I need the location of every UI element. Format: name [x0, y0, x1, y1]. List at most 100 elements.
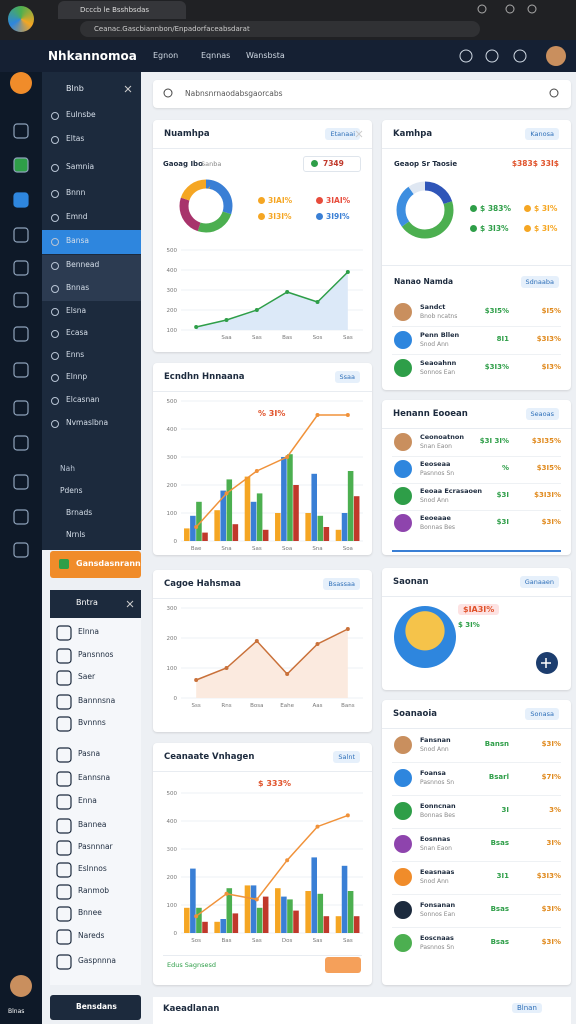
sidebar-item[interactable]: Eulnsbe — [66, 110, 96, 119]
card-badge[interactable]: Ssaa — [334, 371, 360, 383]
sidebar-item[interactable]: Samnia — [66, 162, 95, 171]
panel-item[interactable]: Bnnee — [78, 908, 102, 917]
card-badge[interactable]: Sdnaaba — [520, 276, 559, 288]
sidebar-subitem[interactable]: Brnads — [66, 508, 93, 517]
row-name[interactable]: Eeoaa Ecrasaoen — [420, 487, 482, 495]
sidebar-item[interactable]: Bansa — [66, 236, 89, 245]
card: Nuamhpa Etanaai Gaoag Ibo Sanba 7349 3IAI% 3IA… — [153, 120, 372, 352]
y-tick-label: 100 — [167, 328, 178, 334]
sidebar-item[interactable]: Nvmaslbna — [66, 418, 109, 427]
bar — [317, 893, 324, 933]
card-badge[interactable]: Etanaai — [325, 128, 360, 140]
x-tick-label: Sas — [252, 335, 262, 341]
card-divider — [382, 728, 571, 729]
data-point — [285, 290, 290, 294]
row-name[interactable]: Eeasnaas — [420, 868, 455, 876]
row-name[interactable]: Eosnnas — [420, 835, 451, 843]
y-tick-label: 300 — [167, 455, 178, 461]
panel-item[interactable]: Bannnsna — [78, 696, 116, 705]
row-name[interactable]: Fonsanan — [420, 901, 456, 909]
sidebar-item[interactable]: Eltas — [66, 134, 85, 143]
sidebar-item[interactable]: Elcasnan — [66, 395, 100, 404]
sidebar-item[interactable]: Emnd — [66, 212, 88, 221]
panel-item[interactable]: Nareds — [78, 931, 105, 940]
bar — [250, 885, 257, 933]
row-name[interactable]: Eeoeaae — [420, 514, 451, 522]
panel-item[interactable]: Gaspnnna — [78, 956, 116, 965]
panel-item[interactable]: Bannea — [78, 820, 107, 829]
card-badge[interactable]: Seaoas — [525, 408, 559, 420]
row-name[interactable]: Eeoseaa — [420, 460, 451, 468]
card-title: Cagoe Hahsmaa — [164, 579, 241, 589]
row-name[interactable]: Ceonoatnon — [420, 433, 464, 441]
row-name[interactable]: Eonncnan — [420, 802, 456, 810]
footer-button[interactable] — [325, 957, 361, 973]
sidebar-item[interactable]: Bnnas — [66, 283, 90, 292]
bar — [281, 457, 287, 541]
bottom-button[interactable] — [50, 995, 141, 1020]
bar — [250, 501, 257, 541]
bar — [305, 891, 311, 933]
nav-link[interactable]: Egnon — [153, 51, 179, 60]
y-tick-label: 200 — [167, 875, 178, 881]
row-name[interactable]: Sandct — [420, 303, 446, 311]
sidebar-subitem[interactable]: Nrnls — [66, 530, 86, 539]
card-footer: Edus Sagnsesd — [167, 961, 217, 969]
row-value-b: 3% — [549, 806, 561, 814]
panel-item[interactable]: Pasnnnar — [78, 842, 113, 851]
y-tick-label: 300 — [167, 847, 178, 853]
card-badge[interactable]: Ganaaen — [519, 576, 559, 588]
panel-item[interactable]: Pasna — [78, 749, 101, 758]
sidebar-title: Blnb — [66, 84, 84, 93]
sidebar-section: Nah — [60, 464, 75, 473]
sidebar-item[interactable]: Elsna — [66, 306, 87, 315]
data-point — [345, 270, 350, 274]
sidebar-item[interactable]: Enns — [66, 350, 85, 359]
card-badge[interactable]: Salnt — [333, 751, 360, 763]
x-tick-label: Sas — [252, 546, 262, 552]
row-sub: Sonnos Ean — [420, 369, 456, 376]
row-name[interactable]: Foansa — [420, 769, 446, 777]
x-tick-label: Sas — [313, 938, 323, 944]
row-name[interactable]: Penn Bllen — [420, 331, 460, 339]
nav-link[interactable]: Wansbsta — [246, 51, 285, 60]
bar — [335, 916, 342, 933]
card-title: Ecndhn Hnnaana — [164, 372, 245, 382]
url-bar[interactable]: Ceanac.Gascbiannbon/Enpadorfaceabsdarat — [80, 21, 480, 37]
sidebar-item[interactable]: Elnnp — [66, 372, 88, 381]
sidebar-item[interactable]: Bennead — [66, 260, 100, 269]
x-tick-label: Saa — [221, 335, 231, 341]
row-name[interactable]: Seaoahnn — [420, 359, 457, 367]
card-divider — [382, 148, 571, 149]
row-value-b: $3I3% — [536, 872, 561, 880]
icon-rail — [0, 72, 42, 1024]
x-tick-label: Bosa — [250, 703, 263, 709]
search-bar[interactable] — [153, 80, 571, 108]
nav-link[interactable]: Eqnnas — [201, 51, 231, 60]
sidebar-item[interactable]: Bnnn — [66, 188, 86, 197]
y-tick-label: 200 — [167, 636, 178, 642]
row-sub: Bonnas Bes — [420, 524, 456, 531]
panel-item[interactable]: Eslnnos — [78, 864, 107, 873]
bar — [226, 479, 233, 541]
data-point — [224, 491, 229, 496]
app-title: Nhkannomoa — [48, 49, 137, 63]
card-badge[interactable]: Sonasa — [525, 708, 559, 720]
panel-item[interactable]: Enna — [78, 796, 97, 805]
panel-item[interactable]: Eannsna — [78, 773, 111, 782]
row-name[interactable]: Eoscnaas — [420, 934, 454, 942]
panel-item[interactable]: Saer — [78, 672, 96, 681]
card-badge[interactable]: Bsassaa — [323, 578, 360, 590]
add-button[interactable] — [536, 652, 558, 674]
data-point — [194, 914, 199, 919]
card-badge[interactable]: Kanosa — [525, 128, 559, 140]
sidebar-subitem[interactable]: Pdens — [60, 486, 83, 495]
row-name[interactable]: Fansnan — [420, 736, 451, 744]
profile-note: $ 3I% — [458, 621, 480, 629]
panel-item[interactable]: Elnna — [78, 627, 99, 636]
data-line — [195, 814, 349, 917]
sidebar-item[interactable]: Ecasa — [66, 328, 88, 337]
panel-item[interactable]: Pansnnos — [78, 650, 114, 659]
panel-item[interactable]: Ranmob — [78, 886, 110, 895]
panel-item[interactable]: Bvnnns — [78, 718, 106, 727]
